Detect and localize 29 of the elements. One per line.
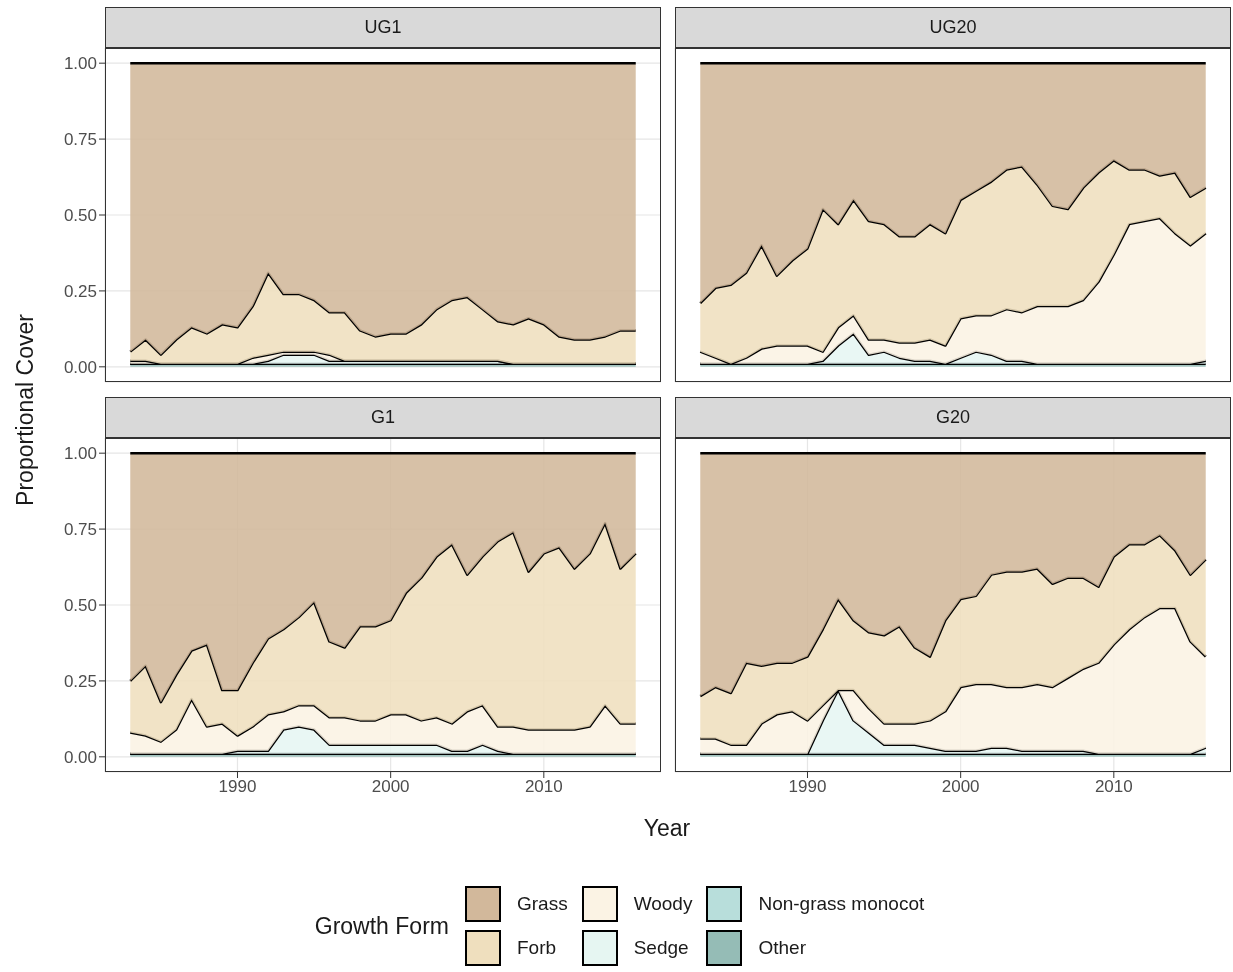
- x-tick-label: 2000: [371, 777, 410, 797]
- x-tick-label: 1990: [218, 777, 257, 797]
- legend-title: Growth Form: [314, 912, 449, 940]
- x-tick-label: 2010: [524, 777, 563, 797]
- y-tick-label: 1.00: [63, 444, 97, 464]
- y-tick-label: 1.00: [63, 54, 97, 74]
- y-tick-label: 0.25: [63, 671, 97, 691]
- x-tick-label: 2010: [1094, 777, 1133, 797]
- chart-title: G20: [675, 397, 1231, 438]
- legend-label: Other: [758, 937, 806, 959]
- legend-label: Non-grass monocot: [758, 893, 925, 915]
- y-tick-label: 0.00: [63, 357, 97, 377]
- legend-label: Woody: [633, 893, 693, 915]
- y-axis-title: Proportional Cover: [11, 314, 39, 506]
- legend-label: Sedge: [633, 937, 689, 959]
- legend-label: Grass: [516, 893, 568, 915]
- x-tick-label: 1990: [788, 777, 827, 797]
- y-tick-label: 0.50: [63, 596, 97, 616]
- chart-title: UG20: [675, 7, 1231, 48]
- y-tick-label: 0.75: [63, 130, 97, 150]
- y-tick-label: 0.00: [63, 747, 97, 767]
- chart-title: G1: [105, 397, 661, 438]
- y-tick-label: 0.25: [63, 281, 97, 301]
- x-axis-title: Year: [643, 814, 691, 842]
- chart-title: UG1: [105, 7, 661, 48]
- y-tick-label: 0.75: [63, 520, 97, 540]
- legend-label: Forb: [516, 937, 557, 959]
- y-tick-label: 0.50: [63, 206, 97, 226]
- x-tick-label: 2000: [941, 777, 980, 797]
